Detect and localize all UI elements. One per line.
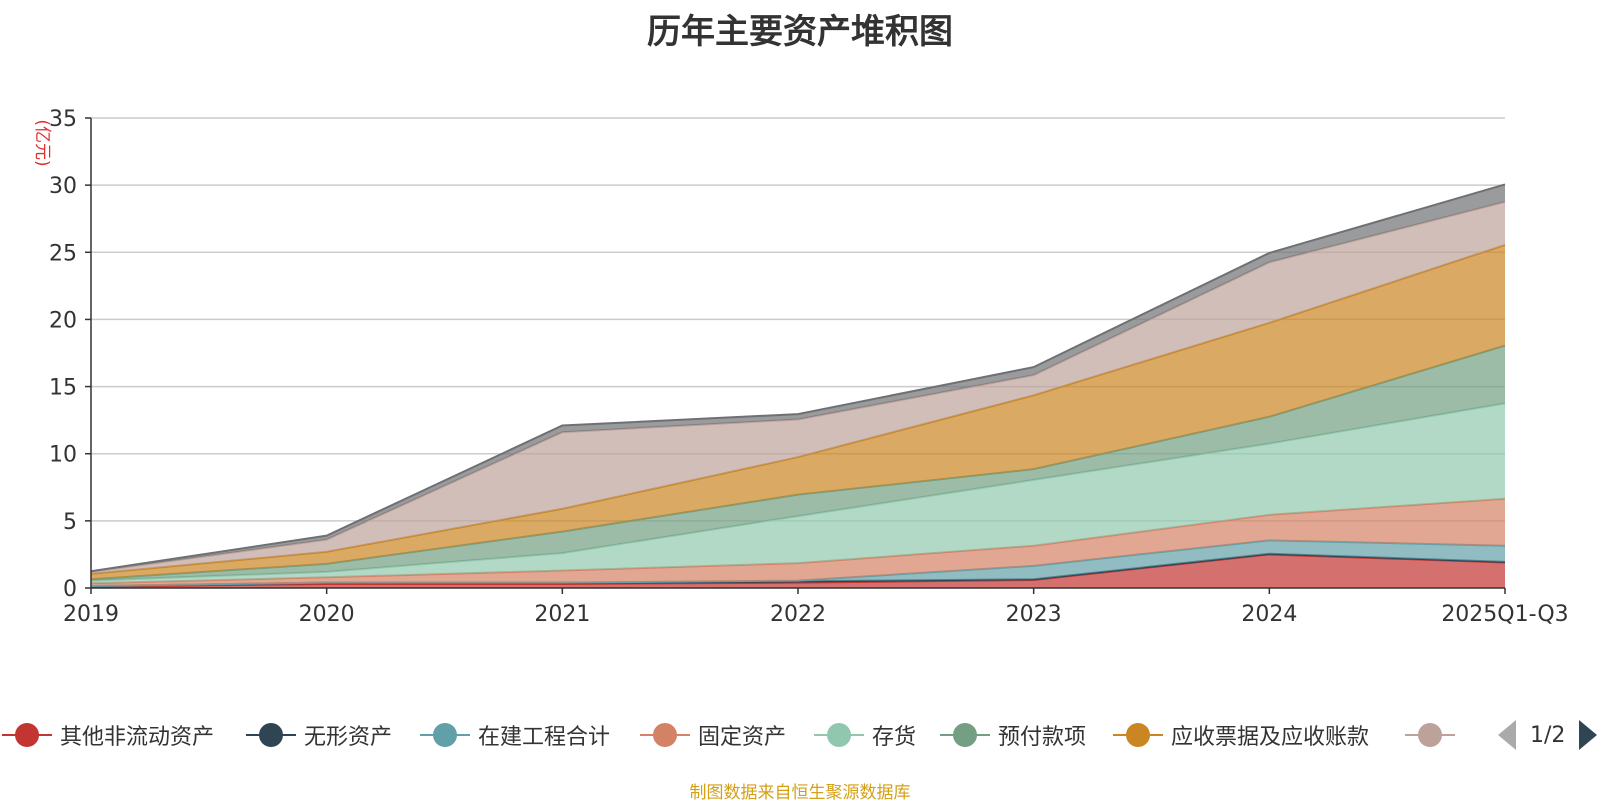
series-area-4	[91, 403, 1505, 584]
legend-marker-icon	[1113, 718, 1163, 752]
series-area-6	[91, 244, 1505, 580]
legend-label: 无形资产	[304, 725, 393, 750]
x-tick-label: 2021	[534, 602, 590, 627]
y-tick-label: 30	[49, 174, 77, 199]
legend-label: 预付款项	[998, 725, 1087, 750]
axis-layer: 0 5 10 15 20 25 30 35 2019 2020 2021 2022 2023 2024 20…	[32, 107, 1569, 627]
pager-prev-icon[interactable]	[1498, 720, 1516, 750]
y-tick-label: 20	[49, 308, 77, 333]
legend-item[interactable]: 存货	[814, 718, 916, 752]
legend-item[interactable]: 预付款项	[940, 718, 1086, 752]
x-tick-label: 2023	[1006, 602, 1062, 627]
legend-marker-icon	[640, 718, 690, 752]
legend-label: 在建工程合计	[478, 725, 611, 750]
legend-marker-icon	[420, 718, 470, 752]
series-area-2	[91, 540, 1505, 586]
x-tick-label: 2020	[299, 602, 355, 627]
series-area-3	[91, 498, 1505, 586]
y-axis-unit-label: (亿元)	[32, 119, 52, 166]
x-tick-label: 2022	[770, 602, 826, 627]
legend-marker-icon	[1405, 718, 1455, 752]
pager-next-icon[interactable]	[1579, 720, 1598, 750]
x-tick-label: 2025Q1-Q3	[1441, 602, 1568, 627]
legend-marker-icon	[940, 718, 990, 752]
y-tick-label: 35	[49, 107, 77, 132]
legend-marker-icon	[814, 718, 864, 752]
source-note: 制图数据来自恒生聚源数据库	[689, 783, 911, 803]
series-line-8	[90, 183, 1506, 573]
y-tick-label: 25	[49, 241, 77, 266]
legend-label: 存货	[872, 725, 917, 750]
grid-layer	[91, 117, 1505, 522]
pager-text: 1/2	[1530, 722, 1566, 748]
legend-pager: 1/2	[1498, 718, 1598, 752]
legend-item[interactable]: 应收票据及应收账款	[1113, 718, 1369, 752]
chart-title: 历年主要资产堆积图	[647, 12, 953, 52]
y-tick-label: 0	[63, 577, 77, 602]
legend-item[interactable]: 固定资产	[640, 718, 786, 752]
legend-item[interactable]	[1405, 718, 1463, 752]
legend-label: 固定资产	[698, 725, 787, 750]
series-area-0	[91, 554, 1505, 588]
legend: 其他非流动资产 无形资产 在建工程合计 固定资产 存货 预付款项 应收票据及应收账款	[0, 718, 1600, 752]
legend-marker-icon	[246, 718, 296, 752]
y-tick-label: 15	[49, 376, 77, 401]
legend-item[interactable]: 无形资产	[246, 718, 392, 752]
x-tick-label: 2019	[63, 602, 119, 627]
legend-label: 应收票据及应收账款	[1171, 725, 1370, 750]
legend-label: 其他非流动资产	[60, 725, 215, 750]
y-tick-label: 10	[49, 443, 77, 468]
legend-item[interactable]: 其他非流动资产	[2, 718, 214, 752]
area-layer	[90, 183, 1506, 588]
legend-item[interactable]: 在建工程合计	[420, 718, 610, 752]
y-tick-label: 5	[63, 510, 77, 535]
x-tick-label: 2024	[1241, 602, 1297, 627]
legend-marker-icon	[2, 718, 52, 752]
